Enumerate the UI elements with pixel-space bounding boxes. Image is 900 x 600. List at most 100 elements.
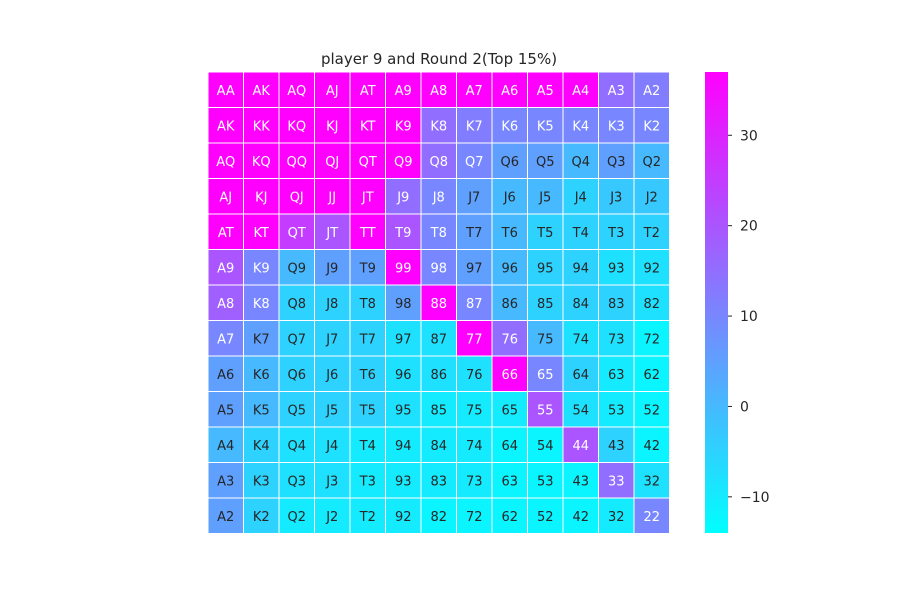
heatmap-cell-label: 95 (395, 403, 412, 418)
heatmap-cell-label: K7 (253, 332, 270, 347)
heatmap-cell (278, 391, 315, 428)
heatmap-cell (633, 462, 670, 499)
heatmap-cell-label: K3 (253, 474, 270, 489)
heatmap-cell (562, 142, 599, 179)
colorbar-tick-label: 20 (740, 219, 758, 235)
heatmap-cell-label: J4 (325, 439, 338, 454)
heatmap-cell (349, 107, 386, 144)
heatmap-cell-label: 95 (537, 261, 554, 276)
heatmap-cell-label: KJ (255, 190, 267, 205)
heatmap-cell (314, 213, 351, 250)
heatmap-cell-label: A6 (217, 368, 234, 383)
heatmap-cell-label: 86 (430, 368, 447, 383)
colorbar-tick-label: 0 (740, 399, 749, 415)
heatmap-cell-label: KT (254, 226, 270, 241)
heatmap-cell-label: 32 (608, 510, 625, 525)
heatmap-cell (385, 284, 422, 321)
heatmap-cell-label: 74 (466, 439, 483, 454)
heatmap-cell (278, 355, 315, 392)
heatmap-cell (633, 320, 670, 357)
heatmap-cell-label: 54 (572, 403, 589, 418)
heatmap-cell-label: K8 (430, 119, 447, 134)
heatmap-cell-label: 64 (501, 439, 518, 454)
heatmap-cell (420, 249, 457, 286)
heatmap-cell (207, 107, 244, 144)
heatmap-cell (456, 178, 493, 215)
colorbar-ticks: 30 20 10 0 −10 (728, 128, 770, 506)
heatmap-cell-label: A6 (501, 84, 518, 99)
heatmap-cell (420, 284, 457, 321)
heatmap-cell (491, 213, 528, 250)
heatmap-cell-label: 97 (395, 332, 412, 347)
heatmap-cell-label: 97 (466, 261, 483, 276)
heatmap-cell (243, 142, 280, 179)
heatmap-cell (314, 249, 351, 286)
heatmap-cell-label: 42 (643, 439, 660, 454)
heatmap-cell-label: J6 (325, 368, 338, 383)
heatmap-cell-label: 92 (643, 261, 660, 276)
heatmap-cell-label: 82 (643, 297, 660, 312)
heatmap-cell-label: 52 (537, 510, 554, 525)
heatmap-cell-label: Q4 (571, 155, 590, 170)
heatmap-cell (278, 249, 315, 286)
heatmap-cell-label: K2 (253, 510, 270, 525)
heatmap-cell-label: J6 (503, 190, 516, 205)
heatmap-cell-label: KJ (326, 119, 338, 134)
heatmap-cell (633, 142, 670, 179)
heatmap-cell (491, 178, 528, 215)
heatmap-cell-label: 43 (572, 474, 589, 489)
heatmap-cell-label: T3 (359, 474, 376, 489)
heatmap-cell-label: 66 (501, 368, 518, 383)
heatmap-cell-label: 72 (643, 332, 660, 347)
heatmap-cell-label: Q8 (429, 155, 448, 170)
heatmap-cell (527, 178, 564, 215)
heatmap-cell-label: A5 (217, 403, 234, 418)
heatmap-cell-label: T3 (607, 226, 624, 241)
heatmap-cell (527, 142, 564, 179)
heatmap-cell-label: 64 (572, 368, 589, 383)
heatmap-cell-label: 73 (466, 474, 483, 489)
heatmap-cell (243, 71, 280, 108)
heatmap-cell (598, 213, 635, 250)
heatmap-cell (278, 142, 315, 179)
heatmap-cell (527, 391, 564, 428)
heatmap-cell-label: 22 (643, 510, 660, 525)
colorbar-tick-label: −10 (740, 490, 770, 506)
heatmap-cell-label: 94 (572, 261, 589, 276)
heatmap-cell (278, 178, 315, 215)
heatmap-cell (598, 178, 635, 215)
heatmap-cell-label: KT (360, 119, 376, 134)
heatmap-cell-label: K5 (537, 119, 554, 134)
heatmap-cell-label: 54 (537, 439, 554, 454)
heatmap-cell-label: Q7 (287, 332, 306, 347)
heatmap-cell-label: J2 (325, 510, 338, 525)
heatmap-cell-label: 53 (537, 474, 554, 489)
heatmap-cell (420, 178, 457, 215)
heatmap-cell-label: 53 (608, 403, 625, 418)
heatmap-cell-label: J4 (574, 190, 587, 205)
heatmap-cell-label: J8 (325, 297, 338, 312)
heatmap-cell (207, 249, 244, 286)
heatmap-cell (633, 107, 670, 144)
heatmap-cell (456, 71, 493, 108)
heatmap-cell (491, 284, 528, 321)
heatmap-cells: AA AK AQ AJ AT A9 A8 A7 A6 A5 A4 A3 A2 AK KK KQ KJ KT K9 K8… (207, 71, 670, 534)
heatmap-cell-label: A3 (217, 474, 234, 489)
heatmap-cell-label: Q8 (287, 297, 306, 312)
heatmap-cell (562, 391, 599, 428)
heatmap-cell-label: 43 (608, 439, 625, 454)
heatmap-cell-label: T7 (359, 332, 376, 347)
heatmap-cell-label: 65 (537, 368, 554, 383)
heatmap-cell-label: Q5 (536, 155, 555, 170)
heatmap-cell (207, 355, 244, 392)
heatmap-cell (385, 178, 422, 215)
heatmap-cell-label: Q3 (607, 155, 626, 170)
heatmap-cell-label: Q3 (287, 474, 306, 489)
heatmap-cell-label: 87 (430, 332, 447, 347)
heatmap-cell (456, 249, 493, 286)
heatmap-cell-label: 86 (501, 297, 518, 312)
heatmap-cell (385, 320, 422, 357)
heatmap-cell-label: QJ (290, 190, 304, 205)
heatmap-cell-label: A4 (217, 439, 234, 454)
heatmap-cell (633, 178, 670, 215)
